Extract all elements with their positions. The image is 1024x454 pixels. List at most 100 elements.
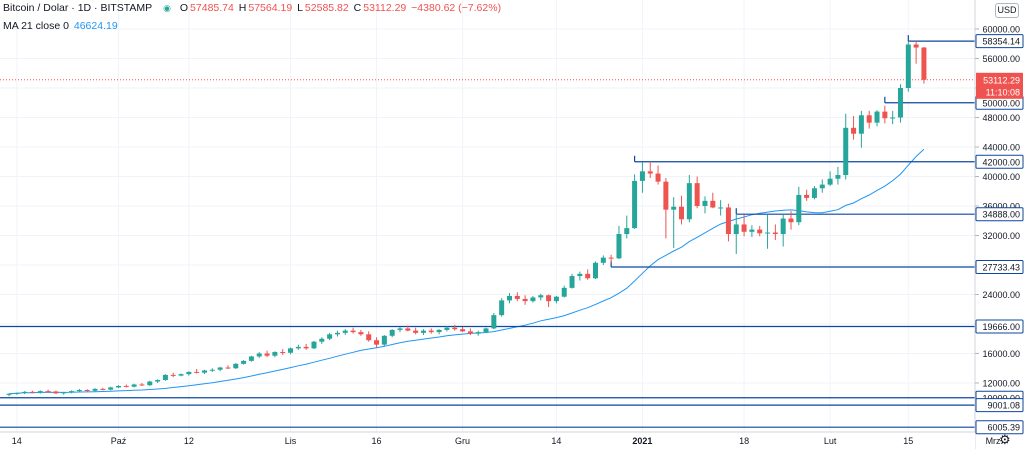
candle[interactable]: [577, 271, 583, 281]
price-line-label[interactable]: 6005.39: [975, 420, 1024, 435]
candle[interactable]: [827, 171, 833, 187]
candle[interactable]: [194, 368, 200, 374]
candle[interactable]: [217, 366, 223, 372]
candle[interactable]: [37, 390, 43, 394]
candle[interactable]: [6, 393, 12, 397]
candle[interactable]: [397, 326, 403, 333]
candle[interactable]: [491, 312, 497, 330]
candle[interactable]: [319, 337, 325, 344]
ma-legend[interactable]: MA 21 close 0 46624.19: [3, 20, 120, 32]
candle[interactable]: [45, 389, 51, 393]
candle[interactable]: [256, 352, 262, 358]
candle[interactable]: [272, 351, 278, 358]
candle[interactable]: [334, 330, 340, 337]
candle[interactable]: [483, 327, 489, 333]
candle[interactable]: [921, 46, 927, 84]
candle[interactable]: [366, 331, 372, 342]
candle[interactable]: [671, 197, 677, 249]
candle[interactable]: [452, 324, 458, 331]
candle[interactable]: [170, 372, 176, 378]
candle[interactable]: [374, 337, 380, 348]
candle[interactable]: [608, 254, 614, 263]
candle[interactable]: [600, 255, 606, 265]
candle[interactable]: [225, 365, 231, 369]
price-line-label[interactable]: 42000.00: [975, 154, 1024, 169]
candle[interactable]: [804, 189, 810, 201]
candle[interactable]: [796, 186, 802, 226]
candle[interactable]: [772, 224, 778, 240]
candle[interactable]: [835, 166, 841, 185]
candle[interactable]: [467, 328, 473, 336]
candle[interactable]: [686, 175, 692, 223]
candle[interactable]: [647, 161, 653, 178]
candle[interactable]: [115, 385, 121, 389]
candle[interactable]: [147, 380, 153, 386]
candle[interactable]: [84, 389, 90, 392]
candle[interactable]: [757, 225, 763, 237]
candle[interactable]: [131, 383, 137, 388]
candle[interactable]: [100, 387, 106, 391]
candle[interactable]: [499, 298, 505, 317]
candle[interactable]: [327, 332, 333, 341]
time-axis[interactable]: 14 Paź 12 Lis 16 Gru 14 2021 18 Lut 15 Mrz.: [0, 431, 1003, 449]
candle[interactable]: [593, 261, 598, 280]
candle[interactable]: [679, 195, 685, 225]
candle[interactable]: [890, 110, 896, 125]
candle[interactable]: [514, 292, 520, 302]
candle[interactable]: [14, 392, 20, 395]
candle[interactable]: [22, 391, 28, 395]
candle[interactable]: [209, 368, 215, 372]
candle[interactable]: [413, 327, 419, 335]
candle[interactable]: [874, 110, 880, 127]
price-line-label[interactable]: 9001.08: [975, 398, 1024, 413]
candle[interactable]: [436, 329, 442, 335]
candle[interactable]: [76, 388, 82, 392]
candle[interactable]: [866, 110, 872, 129]
candle[interactable]: [139, 383, 145, 386]
candle[interactable]: [702, 196, 708, 214]
price-line-label[interactable]: 27733.43: [975, 259, 1024, 274]
price-line-label[interactable]: 34888.00: [975, 207, 1024, 222]
candle[interactable]: [280, 349, 286, 355]
candle[interactable]: [655, 165, 661, 185]
candle[interactable]: [749, 225, 755, 237]
candle[interactable]: [405, 325, 411, 332]
candle[interactable]: [155, 379, 161, 383]
candle[interactable]: [53, 390, 59, 395]
price-line-label[interactable]: 19666.00: [975, 319, 1024, 334]
candle[interactable]: [616, 225, 622, 260]
candle[interactable]: [178, 373, 184, 377]
candle[interactable]: [765, 214, 771, 249]
candle[interactable]: [358, 329, 364, 336]
candle[interactable]: [882, 105, 888, 124]
candle[interactable]: [725, 203, 731, 242]
candle[interactable]: [741, 214, 747, 237]
candle[interactable]: [233, 363, 239, 369]
price-axis[interactable]: 12000.0016000.0020000.0024000.0028000.00…: [974, 0, 1024, 449]
candle[interactable]: [858, 110, 864, 148]
candle[interactable]: [905, 41, 911, 92]
candle[interactable]: [506, 293, 512, 304]
candle[interactable]: [811, 186, 817, 200]
candle[interactable]: [69, 390, 75, 394]
candle[interactable]: [710, 192, 716, 209]
candle[interactable]: [530, 295, 536, 303]
candle[interactable]: [428, 328, 434, 334]
candle[interactable]: [475, 330, 481, 336]
candle[interactable]: [788, 211, 794, 230]
candle[interactable]: [29, 390, 35, 394]
candle[interactable]: [538, 293, 544, 301]
candle[interactable]: [843, 113, 849, 180]
candle[interactable]: [264, 350, 270, 358]
candle[interactable]: [897, 84, 903, 123]
candle[interactable]: [288, 347, 294, 355]
candle[interactable]: [303, 343, 309, 350]
candle[interactable]: [295, 344, 301, 350]
candle[interactable]: [92, 388, 98, 392]
candle[interactable]: [123, 384, 129, 388]
candle[interactable]: [61, 391, 67, 395]
candle[interactable]: [585, 269, 591, 280]
candle[interactable]: [851, 116, 857, 140]
candle[interactable]: [202, 369, 207, 375]
